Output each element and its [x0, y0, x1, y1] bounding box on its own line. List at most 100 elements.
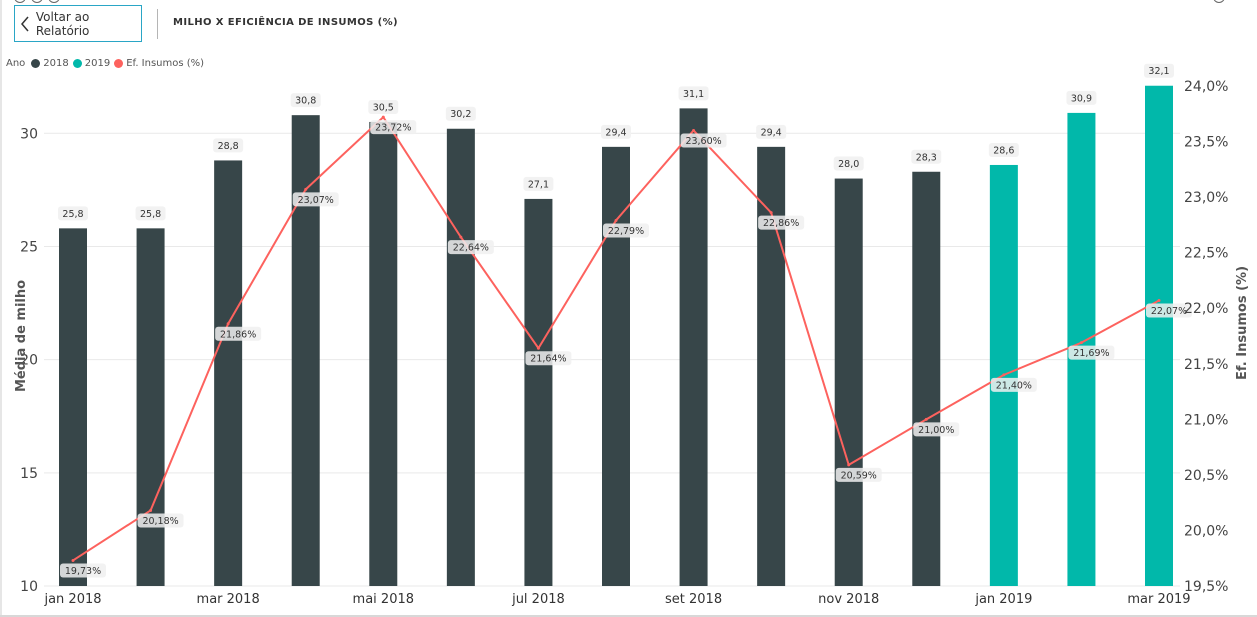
line-point [1002, 373, 1006, 377]
line-label-bg [447, 240, 494, 255]
y2-tick-label: 23,0% [1184, 190, 1228, 206]
line-label-bg [680, 133, 727, 148]
line-label-bg [1146, 303, 1192, 318]
line-point [1079, 341, 1083, 345]
line-point [614, 218, 618, 222]
legend-marker [31, 58, 41, 68]
line-point [769, 211, 773, 215]
y-axis-title: Média de milho [14, 280, 29, 392]
y2-tick-label: 21,0% [1184, 412, 1228, 428]
bar-data-label: 28,0 [838, 159, 859, 170]
line-data-label: 19,73% [65, 566, 101, 577]
bar-data-labels: 25,8 25,8 28,8 30,8 30,5 30,2 27,1 29,4 31,1 29,4… [58, 63, 1174, 221]
line-point [459, 235, 463, 239]
report-header: Voltar ao Relatório MILHO X EFICIÊNCIA D… [0, 0, 1257, 50]
y-tick-label: 10 [20, 579, 38, 595]
legend-label: Ef. Insumos (%) [126, 57, 205, 69]
bar [291, 115, 320, 586]
bar-data-label: 31,1 [683, 89, 704, 100]
bar-label-bg [290, 93, 321, 108]
line-label-bg [913, 422, 960, 437]
line-label-bg [835, 467, 882, 482]
line-point [226, 322, 230, 326]
bar [679, 108, 708, 586]
y2-tick-label: 19,5% [1184, 579, 1228, 595]
frame-left-border [0, 0, 2, 617]
bar [136, 228, 165, 586]
line-series [71, 115, 1161, 562]
line-data-label: 23,72% [375, 123, 411, 134]
line-data-label: 22,86% [763, 218, 799, 229]
line-data-label: 21,00% [918, 425, 954, 436]
line-point [692, 128, 696, 132]
line-data-label: 23,60% [685, 136, 721, 147]
frame-bottom-border [0, 615, 1257, 617]
line-data-label: 20,18% [142, 516, 178, 527]
bar-label-bg [213, 138, 244, 153]
legend-item-ef-insumos[interactable]: Ef. Insumos (%) [114, 58, 204, 69]
legend-label: 2019 [84, 57, 111, 69]
line-point [381, 115, 385, 119]
bar-label-bg [911, 149, 942, 164]
line-label-bg [525, 351, 572, 366]
x-tick-label: mar 2018 [197, 592, 260, 607]
y-tick-label: 20 [20, 353, 38, 369]
line-point [304, 187, 308, 191]
y2-tick-label: 22,5% [1184, 246, 1228, 262]
bar-label-bg [445, 106, 476, 121]
bar-data-label: 25,8 [140, 209, 161, 220]
bar-data-label: 30,5 [373, 102, 394, 113]
bar-data-label: 30,2 [450, 109, 471, 120]
legend-marker [72, 58, 82, 68]
y-tick-label: 15 [20, 466, 38, 482]
bar-data-label: 29,4 [761, 127, 782, 138]
bar-label-bg [1144, 63, 1174, 78]
back-to-report-button[interactable]: Voltar ao Relatório [14, 5, 142, 42]
bar-label-bg [1066, 90, 1097, 105]
line-point [71, 558, 75, 562]
x-axis: jan 2018 mar 2018 mai 2018 jul 2018 set 2018… [43, 592, 1190, 607]
legend-marker [114, 58, 124, 68]
legend-item-2018[interactable]: 2018 [31, 58, 69, 69]
line-label-bg [990, 377, 1037, 392]
line-point [847, 463, 851, 467]
bar-label-bg [368, 99, 399, 114]
x-tick-label: mar 2019 [1127, 592, 1190, 607]
chart-legend: Ano 2018 2019 Ef. Insumos (%) [6, 56, 208, 70]
bar-data-label: 28,3 [916, 152, 937, 163]
line-data-label: 22,07% [1151, 306, 1187, 317]
x-tick-label: set 2018 [665, 592, 722, 607]
x-tick-label: mai 2018 [353, 592, 414, 607]
y2-tick-label: 22,0% [1184, 301, 1228, 317]
bar-label-bg [988, 142, 1019, 157]
line-label-bg [215, 326, 262, 341]
x-tick-label: jul 2018 [511, 592, 565, 607]
bar-label-bg [135, 206, 166, 221]
line-point [149, 508, 153, 512]
x-tick-label: nov 2018 [818, 592, 879, 607]
back-button-label: Voltar ao Relatório [35, 9, 90, 38]
bar [446, 128, 475, 586]
line-data-label: 21,64% [530, 354, 566, 365]
bar [834, 178, 863, 586]
bar-data-label: 32,1 [1148, 66, 1169, 77]
bar [369, 121, 398, 587]
y2-tick-label: 24,0% [1184, 79, 1228, 95]
y-tick-label: 25 [20, 239, 38, 255]
header-divider [157, 9, 158, 39]
bar [214, 160, 243, 586]
line-label-bg [60, 563, 106, 578]
y2-tick-label: 20,0% [1184, 523, 1228, 539]
bar-label-bg [678, 86, 709, 101]
y2-tick-label: 21,5% [1184, 357, 1228, 373]
legend-item-2019[interactable]: 2019 [72, 57, 111, 69]
bar-data-label: 28,8 [218, 141, 239, 152]
line-data-labels: 19,73% 20,18% 21,86% 23,07% 23,72% 22,64% 21,6… [60, 120, 1192, 578]
y2-tick-label: 23,5% [1184, 135, 1228, 151]
line-data-label: 22,79% [608, 226, 644, 237]
bar [59, 228, 87, 586]
y-tick-label: 30 [20, 126, 38, 142]
bar-data-label: 30,8 [295, 96, 316, 107]
line-point [924, 417, 928, 421]
line-data-label: 20,59% [841, 470, 877, 481]
